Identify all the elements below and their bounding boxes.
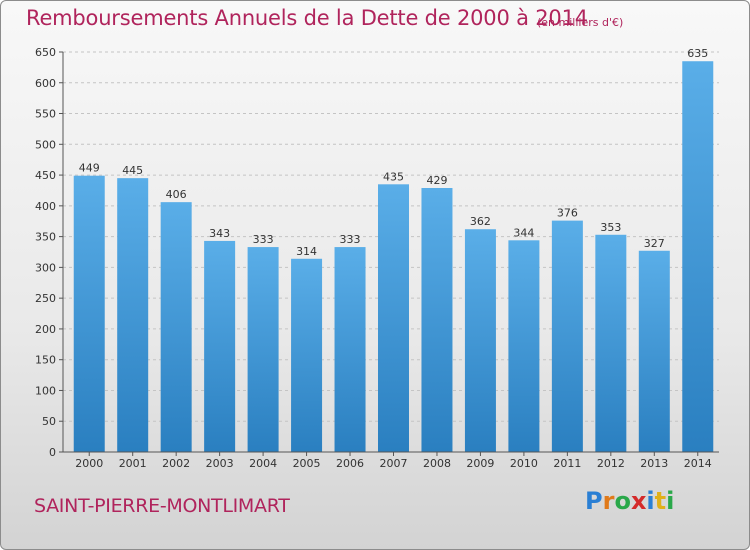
commune-name: SAINT-PIERRE-MONTLIMART bbox=[34, 495, 290, 517]
x-tick-label: 2002 bbox=[162, 457, 190, 470]
bar bbox=[421, 188, 453, 452]
x-tick-label: 2011 bbox=[553, 457, 581, 470]
bar bbox=[291, 258, 323, 452]
x-tick-label: 2009 bbox=[466, 457, 494, 470]
x-tick-label: 2014 bbox=[684, 457, 712, 470]
x-axis: 2000 2001 2002 2003 2004 2005 2006 2007 2008 2009… bbox=[63, 451, 719, 470]
y-tick-label: 500 bbox=[35, 138, 56, 151]
bar-value-label: 343 bbox=[209, 227, 230, 240]
bar bbox=[247, 247, 279, 452]
logo-letter: i bbox=[666, 487, 675, 515]
unit-note: (en milliers d'€) bbox=[537, 16, 624, 29]
x-tick-label: 2001 bbox=[119, 457, 147, 470]
bar-value-label: 362 bbox=[470, 215, 491, 228]
x-tick-label: 2007 bbox=[380, 457, 408, 470]
logo-letter: P bbox=[585, 487, 603, 515]
bar bbox=[334, 247, 366, 452]
bar bbox=[508, 240, 540, 452]
x-tick-label: 2008 bbox=[423, 457, 451, 470]
proxiti-logo: Proxiti bbox=[585, 487, 674, 515]
bar-value-label: 449 bbox=[79, 162, 100, 175]
y-tick-label: 450 bbox=[35, 169, 56, 182]
chart-title: Remboursements Annuels de la Dette de 20… bbox=[26, 6, 588, 30]
logo-letter: x bbox=[630, 487, 647, 515]
bar bbox=[73, 175, 105, 452]
logo-letter: i bbox=[646, 487, 655, 515]
bar-value-label: 344 bbox=[513, 226, 534, 239]
bar-value-label: 333 bbox=[253, 233, 274, 246]
bar bbox=[117, 178, 149, 452]
y-tick-label: 250 bbox=[35, 292, 56, 305]
x-tick-label: 2003 bbox=[206, 457, 234, 470]
bar bbox=[595, 234, 627, 452]
y-tick-label: 200 bbox=[35, 323, 56, 336]
y-tick-label: 650 bbox=[35, 46, 56, 59]
logo-letter: o bbox=[614, 487, 631, 515]
bar-value-label: 435 bbox=[383, 170, 404, 183]
y-tick-label: 550 bbox=[35, 108, 56, 121]
bar-value-label: 333 bbox=[340, 233, 361, 246]
x-tick-label: 2005 bbox=[293, 457, 321, 470]
bars: 449 445 406 343 333 314 333 435 429 362 344 376 353 3… bbox=[73, 47, 714, 453]
x-tick-label: 2000 bbox=[75, 457, 103, 470]
y-tick-label: 50 bbox=[42, 415, 56, 428]
bar bbox=[160, 202, 192, 452]
x-tick-label: 2004 bbox=[249, 457, 277, 470]
bar-value-label: 376 bbox=[557, 207, 578, 220]
y-tick-label: 600 bbox=[35, 77, 56, 90]
y-tick-label: 0 bbox=[49, 446, 56, 459]
logo-letter: t bbox=[654, 487, 667, 515]
bar bbox=[638, 250, 670, 452]
y-tick-label: 400 bbox=[35, 200, 56, 213]
y-tick-label: 150 bbox=[35, 354, 56, 367]
bar-value-label: 314 bbox=[296, 245, 317, 258]
bar-value-label: 635 bbox=[687, 47, 708, 60]
x-tick-label: 2012 bbox=[597, 457, 625, 470]
bar bbox=[551, 220, 583, 452]
y-tick-label: 350 bbox=[35, 231, 56, 244]
bar bbox=[682, 61, 714, 452]
bar-value-label: 445 bbox=[122, 164, 143, 177]
bar-value-label: 327 bbox=[644, 237, 665, 250]
bar bbox=[378, 184, 409, 453]
y-tick-label: 300 bbox=[35, 261, 56, 274]
bar bbox=[464, 229, 496, 452]
logo-letter: r bbox=[602, 487, 615, 515]
x-tick-label: 2006 bbox=[336, 457, 364, 470]
x-tick-label: 2010 bbox=[510, 457, 538, 470]
x-tick-label: 2013 bbox=[640, 457, 668, 470]
bar-value-label: 406 bbox=[166, 188, 187, 201]
bar-value-label: 353 bbox=[600, 221, 621, 234]
y-tick-label: 100 bbox=[35, 384, 56, 397]
y-axis: 0 50 100 150 200 250 300 350 400 450 500 550 600 650 bbox=[35, 46, 64, 459]
bar bbox=[204, 240, 236, 452]
bar-value-label: 429 bbox=[426, 174, 447, 187]
